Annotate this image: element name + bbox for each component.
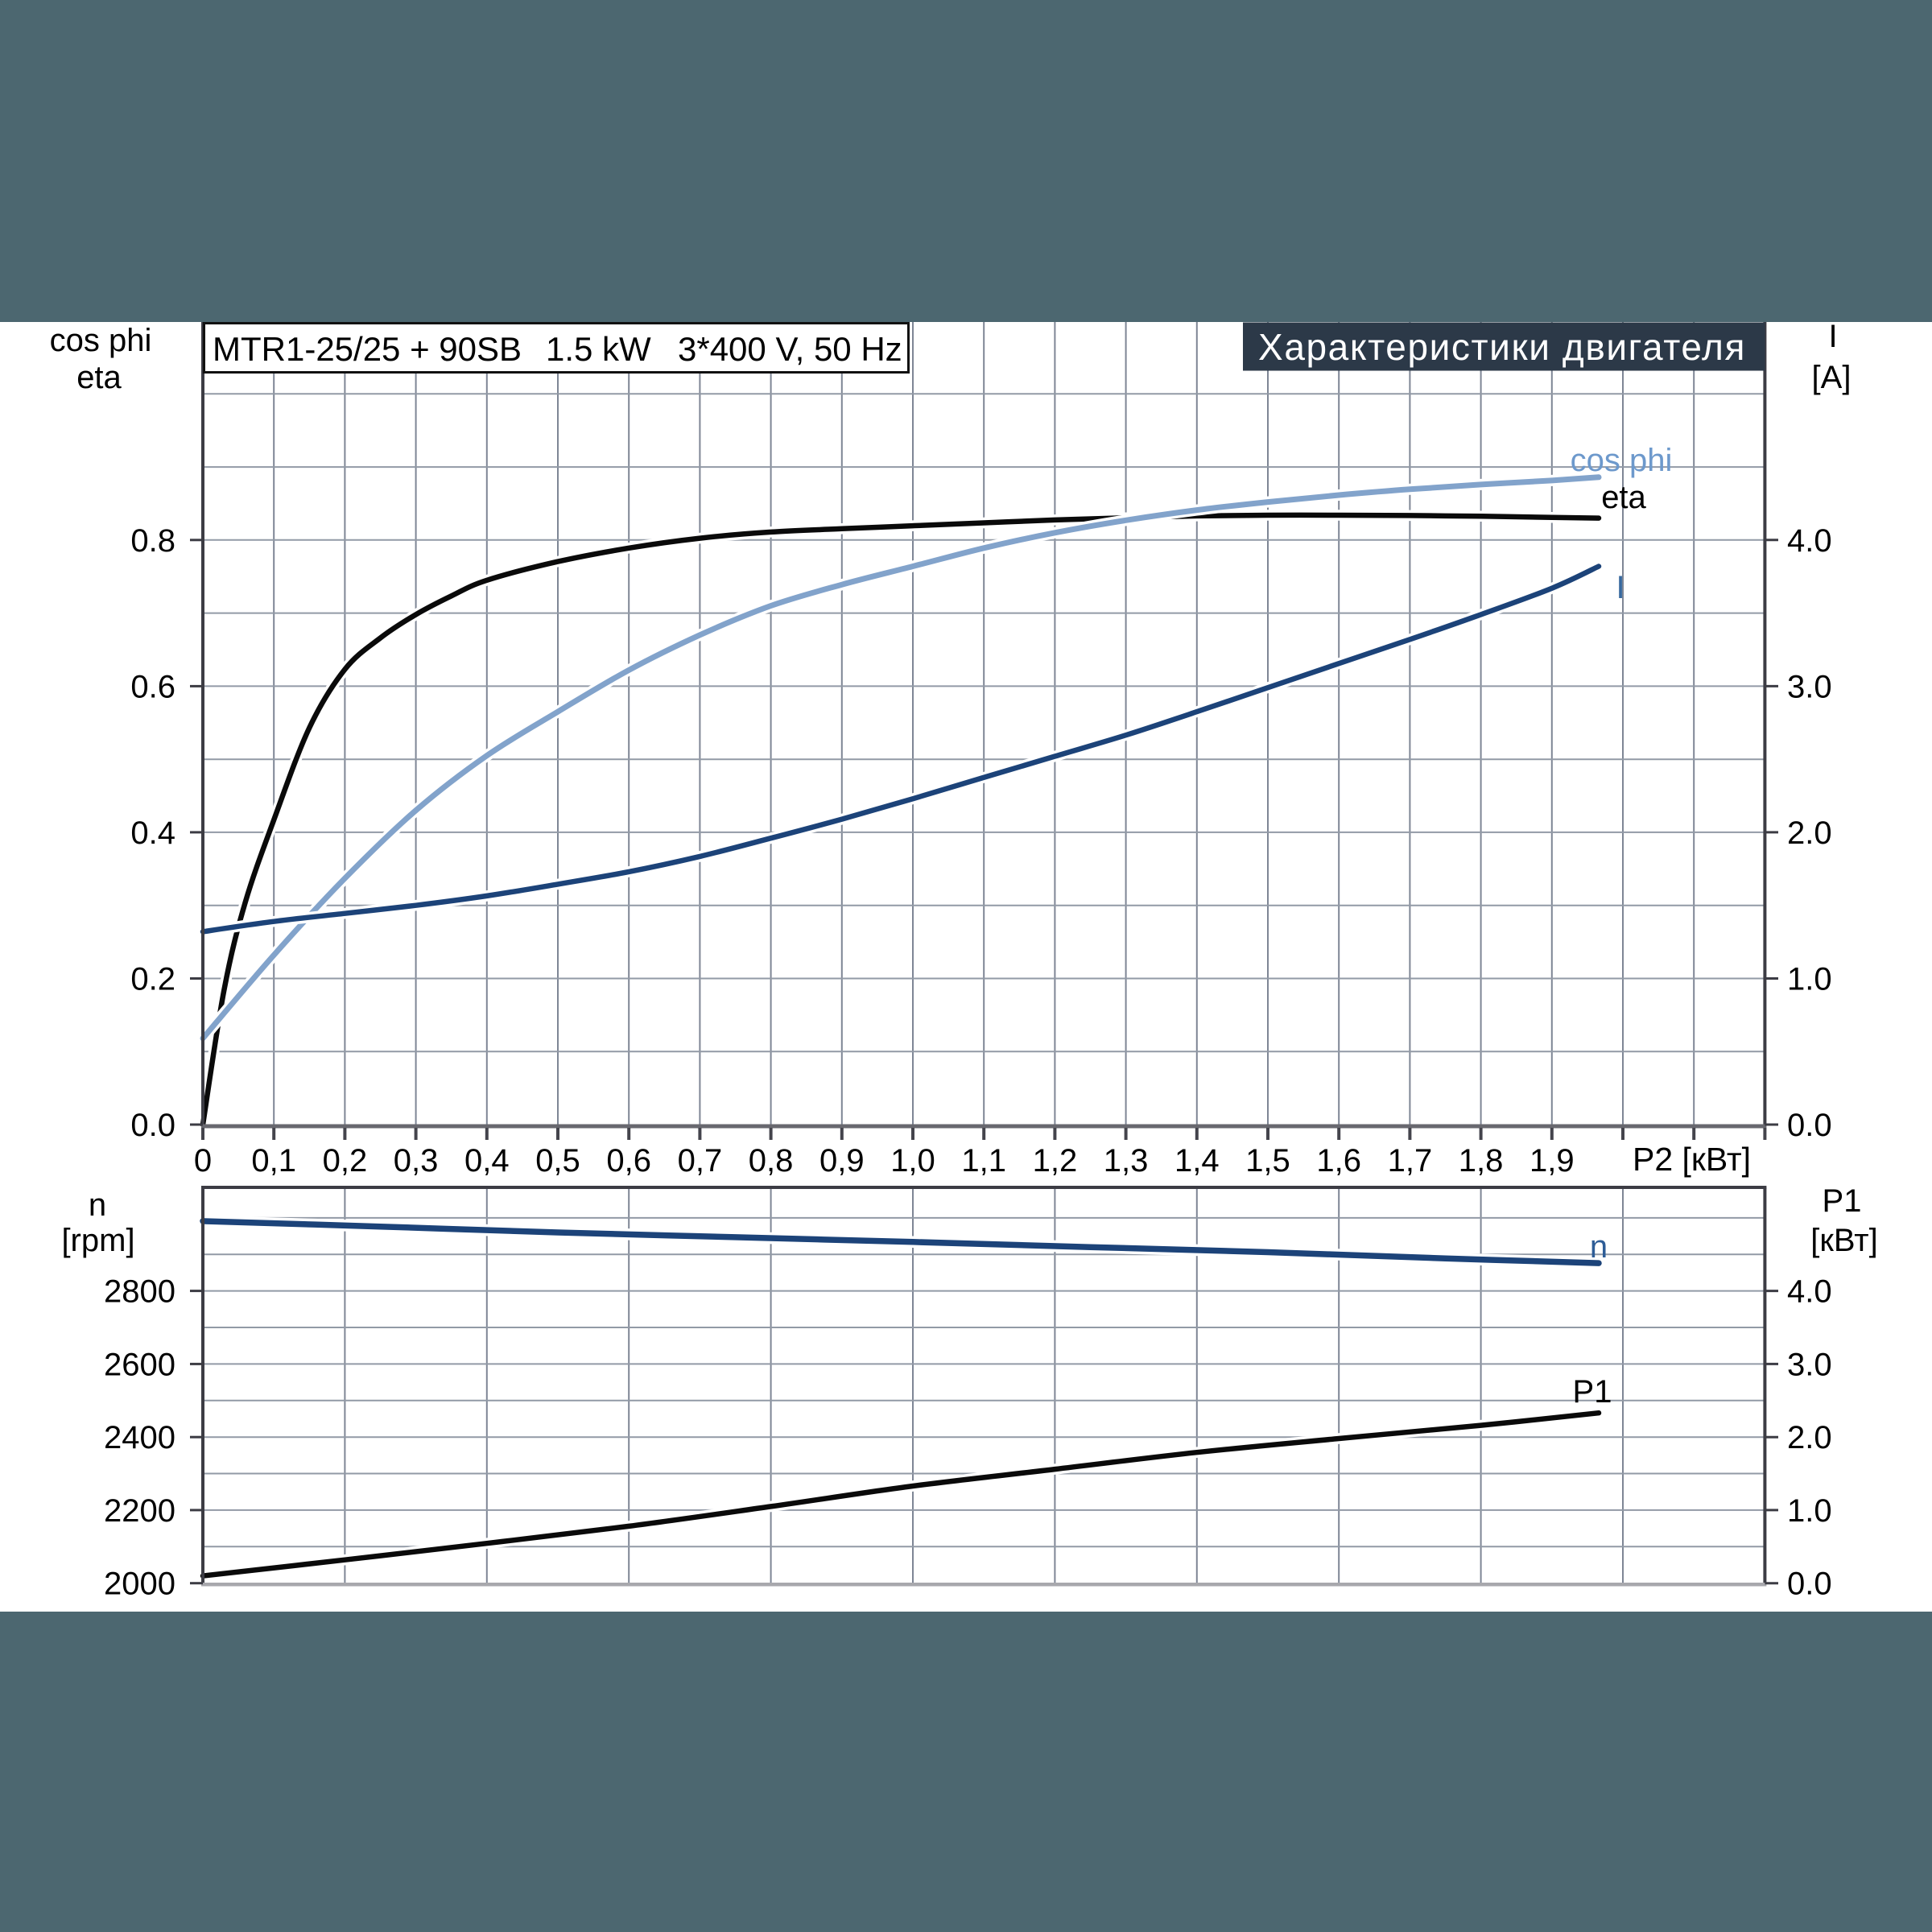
svg-text:cos phi: cos phi [1571,443,1673,478]
svg-text:2000: 2000 [104,1567,175,1602]
svg-text:1,1: 1,1 [961,1143,1006,1179]
svg-text:n: n [89,1187,106,1223]
svg-text:4.0: 4.0 [1787,523,1832,559]
svg-text:0.0: 0.0 [130,1108,175,1143]
svg-text:1,9: 1,9 [1530,1143,1575,1179]
svg-text:1.0: 1.0 [1787,1493,1832,1529]
svg-text:0.2: 0.2 [130,961,175,997]
svg-text:Характеристики двигателя: Характеристики двигателя [1258,326,1746,368]
svg-text:1,2: 1,2 [1033,1143,1078,1179]
svg-text:1,5: 1,5 [1245,1143,1290,1179]
svg-text:0,9: 0,9 [819,1143,865,1179]
svg-text:4.0: 4.0 [1787,1274,1832,1310]
svg-text:[кВт]: [кВт] [1810,1223,1877,1258]
svg-text:[A]: [A] [1812,360,1852,395]
svg-text:I: I [1828,319,1837,354]
svg-text:3.0: 3.0 [1787,669,1832,704]
svg-text:P1: P1 [1823,1183,1862,1219]
svg-text:1,8: 1,8 [1459,1143,1504,1179]
svg-text:1,3: 1,3 [1104,1143,1149,1179]
svg-text:MTR1-25/25 + 90SB: MTR1-25/25 + 90SB [213,330,522,368]
svg-text:0.0: 0.0 [1787,1108,1832,1143]
svg-text:n: n [1590,1229,1608,1265]
svg-text:0,1: 0,1 [251,1143,296,1179]
svg-text:0,4: 0,4 [464,1143,510,1179]
svg-text:3.0: 3.0 [1787,1347,1832,1382]
svg-text:0.0: 0.0 [1787,1567,1832,1602]
svg-text:1,4: 1,4 [1174,1143,1220,1179]
svg-text:[rpm]: [rpm] [61,1223,134,1258]
svg-text:0: 0 [194,1143,212,1179]
svg-text:eta: eta [1601,480,1646,515]
svg-text:0.4: 0.4 [130,815,175,851]
svg-text:1,7: 1,7 [1388,1143,1433,1179]
svg-text:P1: P1 [1573,1374,1612,1410]
svg-text:2400: 2400 [104,1420,175,1455]
svg-text:0,6: 0,6 [606,1143,651,1179]
svg-text:2.0: 2.0 [1787,1420,1832,1455]
svg-text:0,2: 0,2 [323,1143,368,1179]
svg-text:0,7: 0,7 [678,1143,723,1179]
svg-text:2600: 2600 [104,1347,175,1382]
svg-text:2.0: 2.0 [1787,815,1832,851]
svg-text:0,8: 0,8 [749,1143,794,1179]
svg-text:0,5: 0,5 [535,1143,580,1179]
svg-text:eta: eta [76,360,122,395]
svg-text:0.8: 0.8 [130,523,175,559]
svg-text:cos phi: cos phi [50,323,152,358]
svg-text:P2 [кВт]: P2 [кВт] [1633,1141,1751,1178]
svg-text:1.0: 1.0 [1787,961,1832,997]
svg-text:I: I [1616,570,1624,605]
svg-text:1,6: 1,6 [1316,1143,1361,1179]
svg-text:1.5 kW: 1.5 kW [546,330,651,368]
svg-text:1,0: 1,0 [890,1143,935,1179]
svg-text:0,3: 0,3 [394,1143,439,1179]
svg-text:3*400 V, 50 Hz: 3*400 V, 50 Hz [678,330,902,368]
svg-text:2800: 2800 [104,1274,175,1310]
svg-text:0.6: 0.6 [130,669,175,704]
svg-text:2200: 2200 [104,1493,175,1529]
